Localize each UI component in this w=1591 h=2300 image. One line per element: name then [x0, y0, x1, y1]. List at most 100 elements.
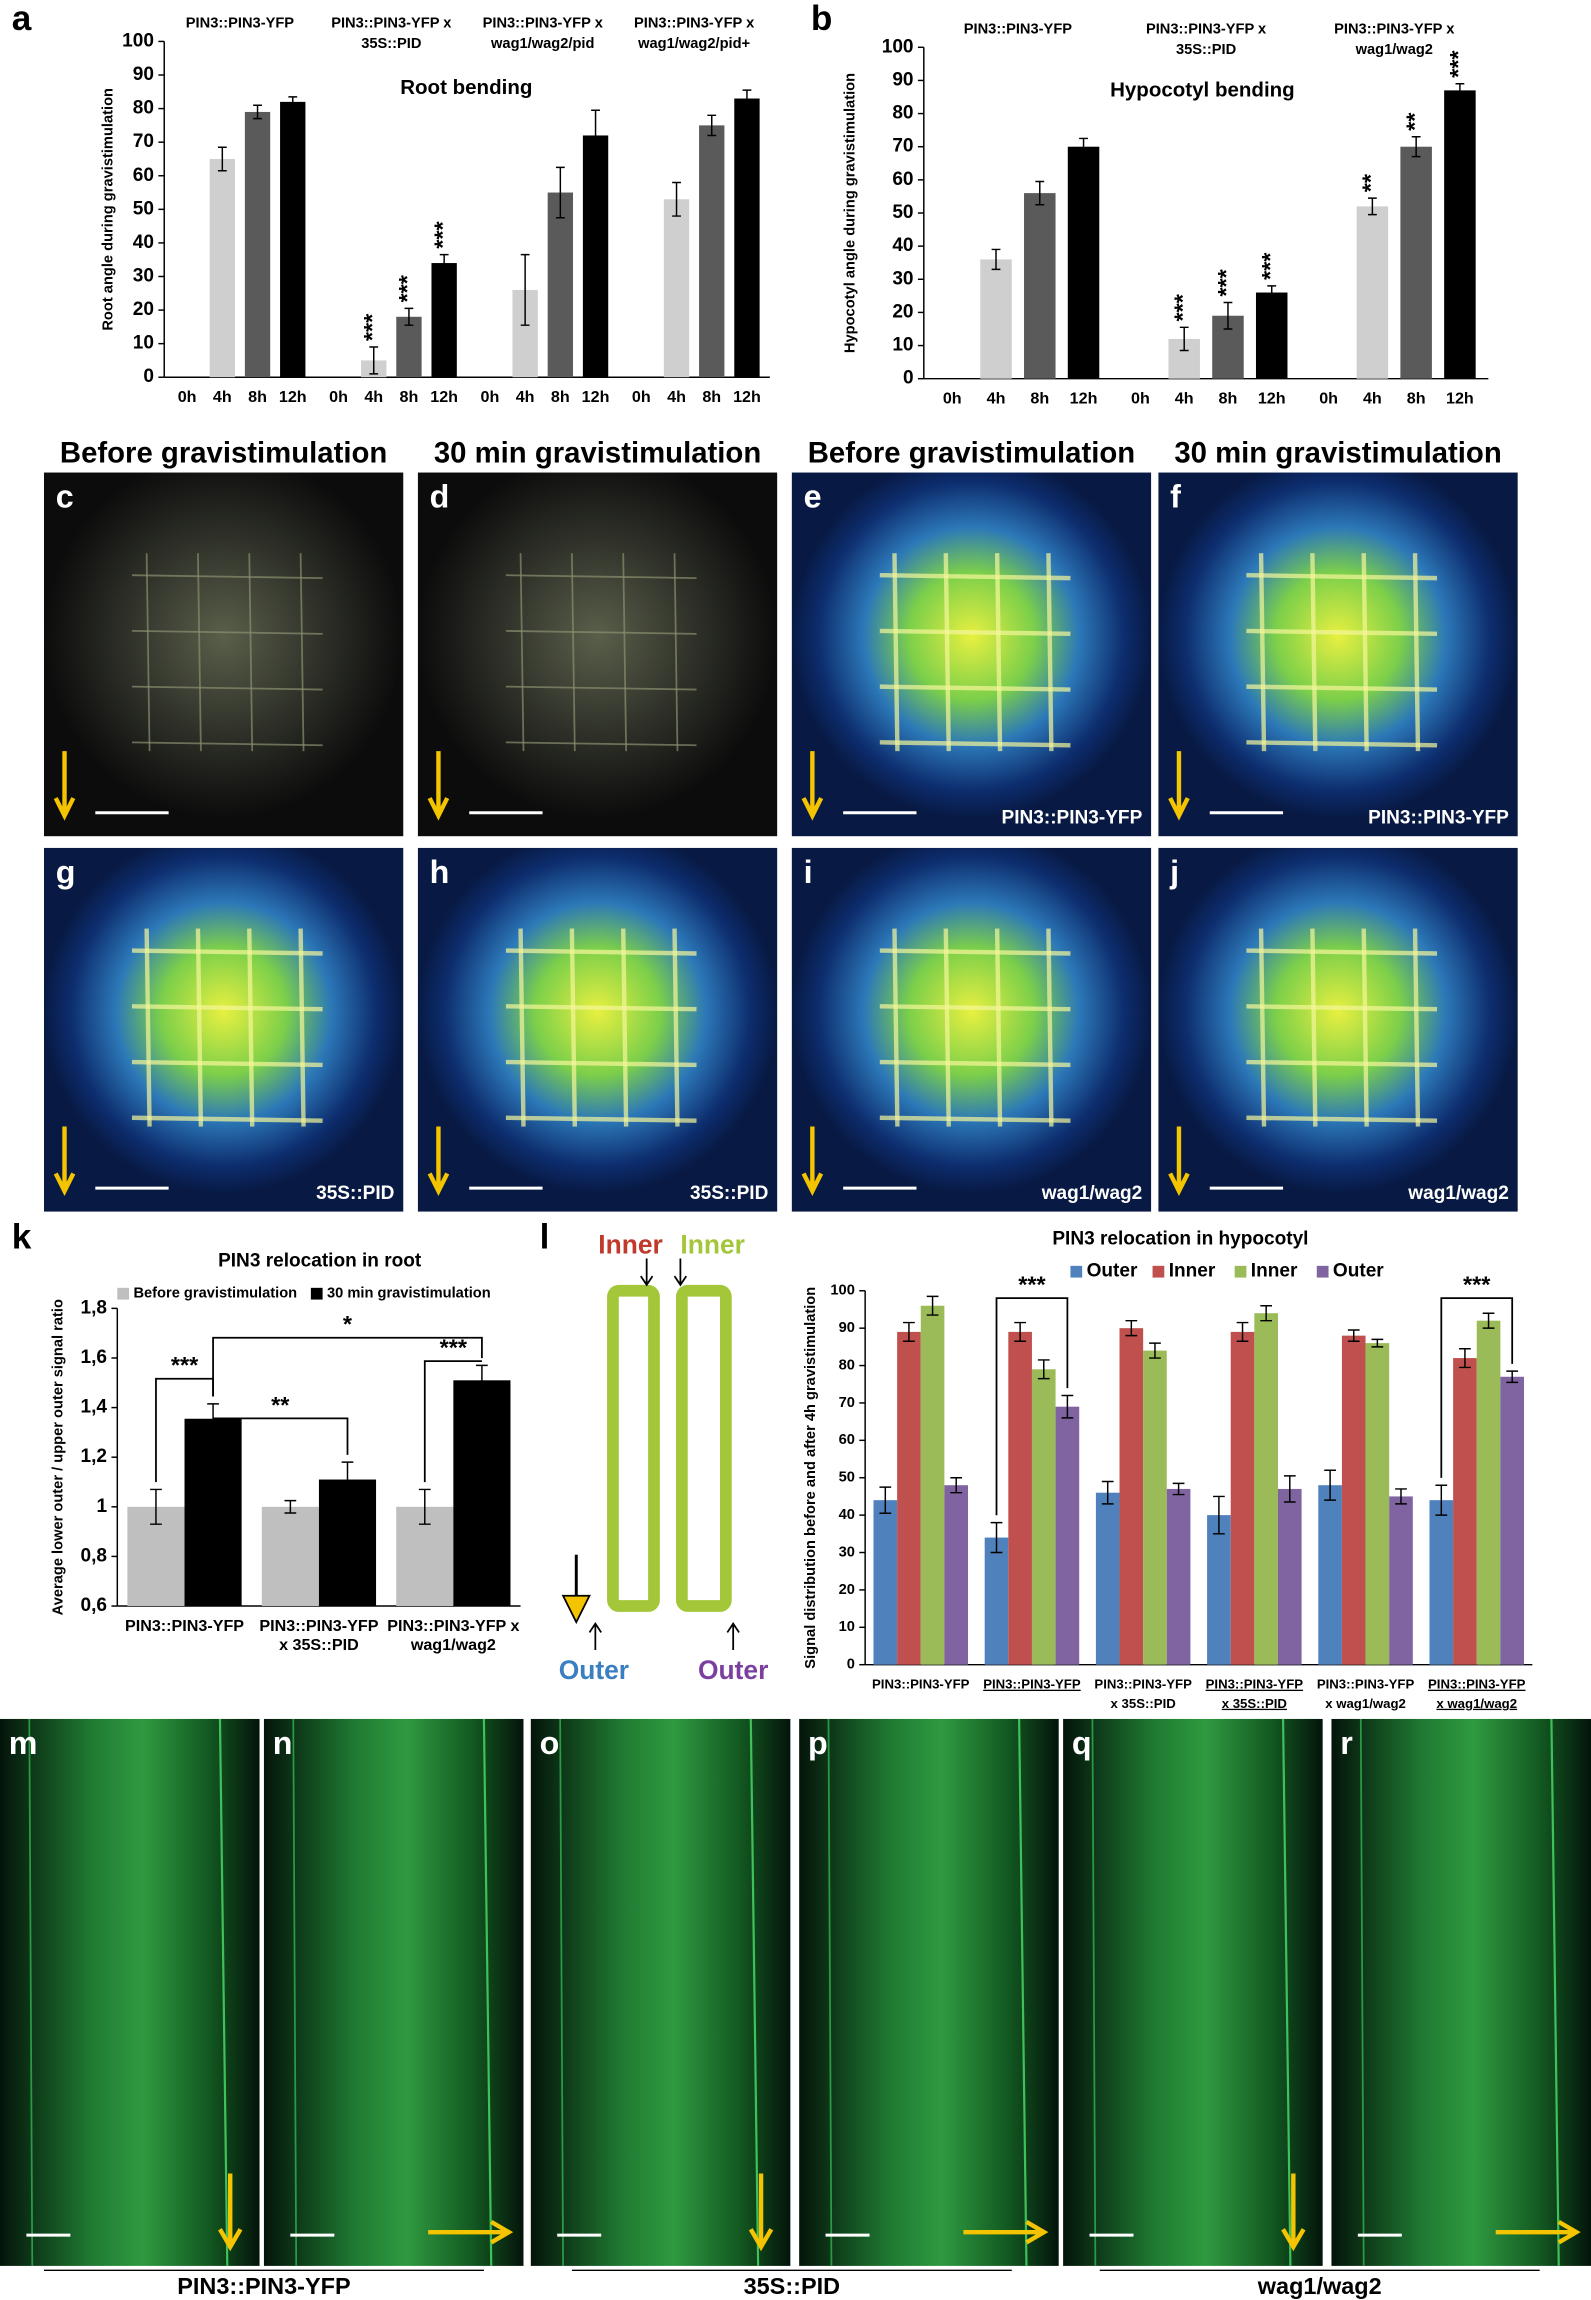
bar	[1067, 146, 1100, 379]
diagram-label: Inner	[680, 1230, 744, 1260]
bar	[984, 1537, 1009, 1665]
legend-swatch	[1234, 1265, 1247, 1278]
cell-wall	[505, 1115, 697, 1123]
error-bar	[1395, 1488, 1407, 1505]
legend-swatch	[1070, 1265, 1083, 1278]
error-bar	[879, 1486, 892, 1514]
error-bar	[253, 104, 262, 120]
cell-wall	[1246, 740, 1438, 748]
y-tick-label: 60	[133, 165, 154, 186]
panel-label: PIN3::PIN3-YFP	[1002, 808, 1143, 829]
x-tick-label: x wag1/wag2	[1325, 1696, 1406, 1711]
chart-title: PIN3 relocation in root	[218, 1250, 422, 1271]
y-tick-label: 10	[133, 333, 154, 354]
micrograph	[791, 847, 1152, 1212]
cell-wall	[1046, 553, 1054, 752]
gravity-arrow	[748, 2173, 774, 2252]
cell-wall	[505, 1059, 697, 1068]
x-tick-label: 12h	[582, 388, 610, 406]
y-tick-label: 20	[839, 1582, 855, 1598]
chart-title: Hypocotyl bending	[1110, 79, 1295, 102]
cell-wall	[1246, 1115, 1438, 1123]
error-bar	[284, 1499, 297, 1514]
x-tick-label: 8h	[400, 388, 419, 406]
cell-wall	[1412, 928, 1421, 1127]
group-title: PIN3::PIN3-YFP	[964, 22, 1073, 38]
cell-wall	[505, 574, 697, 579]
cell-wall	[1412, 553, 1421, 752]
diagram-label: Inner	[598, 1230, 662, 1260]
bar	[1031, 1369, 1056, 1665]
gravity-arrow	[428, 2220, 514, 2245]
error-bar	[217, 146, 227, 172]
bar	[547, 192, 574, 378]
chart-title: Root bending	[400, 76, 532, 99]
significance: **	[1401, 112, 1427, 131]
cell-wall	[131, 948, 323, 956]
error-bar	[1236, 1321, 1249, 1342]
y-tick-label: 70	[839, 1395, 855, 1411]
x-tick-label: PIN3::PIN3-YFP	[872, 1677, 970, 1692]
bar	[1453, 1358, 1477, 1665]
x-tick-label: 8h	[1219, 389, 1238, 407]
group-title: wag1/wag2/pid+	[637, 36, 750, 52]
cell-wall	[569, 928, 578, 1127]
y-axis-label: Root angle during gravistimulation	[100, 88, 116, 331]
cell-wall	[879, 684, 1071, 692]
cell-wall	[248, 553, 254, 752]
bar	[1254, 1313, 1278, 1665]
significance: *	[343, 1311, 353, 1337]
y-tick-label: 30	[839, 1544, 855, 1560]
error-bar	[1347, 1329, 1360, 1342]
error-bar	[1367, 197, 1377, 216]
x-tick-label: PIN3::PIN3-YFP	[1094, 1677, 1192, 1692]
panel-letter: o	[540, 1725, 560, 1761]
significance-bracket	[1440, 1297, 1514, 1478]
error-bar	[591, 109, 600, 162]
error-bar	[150, 1488, 162, 1525]
error-bar	[1267, 285, 1277, 300]
x-tick-label: 4h	[1363, 389, 1382, 407]
x-tick-label: PIN3::PIN3-YFP	[1317, 1677, 1415, 1692]
bar	[980, 259, 1012, 379]
error-bar	[991, 248, 1001, 271]
cell-wall	[749, 1718, 760, 2266]
y-axis-label: Average lower outer / upper outer signal…	[51, 1299, 67, 1615]
bar	[1255, 292, 1288, 379]
error-bar	[950, 1476, 963, 1494]
error-bar	[1079, 137, 1088, 156]
cell-wall	[1246, 1004, 1438, 1012]
y-tick-label: 60	[839, 1432, 855, 1448]
y-tick-label: 20	[133, 299, 154, 320]
cell-wall	[1361, 928, 1369, 1127]
cell-wall	[505, 948, 697, 956]
cell-wall	[892, 553, 900, 752]
legend-label: Outer	[1087, 1261, 1138, 1282]
group-title: PIN3::PIN3-YFP x	[634, 16, 755, 32]
significance-bracket	[213, 1417, 349, 1455]
group-title: PIN3::PIN3-YFP x	[331, 16, 452, 32]
error-bar	[926, 1295, 939, 1316]
x-tick-label: 0h	[1131, 389, 1150, 407]
error-bar	[990, 1521, 1003, 1554]
bar	[1400, 146, 1432, 379]
cell-wall	[827, 1718, 833, 2266]
micrograph	[417, 847, 778, 1212]
x-tick-label: x 35S::PID	[1222, 1696, 1287, 1711]
x-tick-label: wag1/wag2	[410, 1636, 496, 1654]
error-bar	[1371, 1338, 1384, 1348]
micrograph	[791, 472, 1152, 837]
y-tick-label: 0,6	[81, 1595, 107, 1616]
gravity-arrow	[801, 751, 824, 821]
cell-wall	[131, 741, 323, 747]
diagram	[561, 1258, 740, 1651]
x-tick-label: x 35S::PID	[1111, 1696, 1176, 1711]
significance: ***	[429, 221, 455, 249]
gravity-arrow	[801, 1126, 824, 1196]
cell-wall	[144, 928, 152, 1127]
legend-label: Inner	[1251, 1261, 1298, 1282]
x-tick-label: 12h	[733, 388, 761, 406]
x-tick-label: 0h	[1319, 389, 1338, 407]
significance: ***	[359, 313, 385, 341]
x-tick-label: 12h	[279, 388, 307, 406]
